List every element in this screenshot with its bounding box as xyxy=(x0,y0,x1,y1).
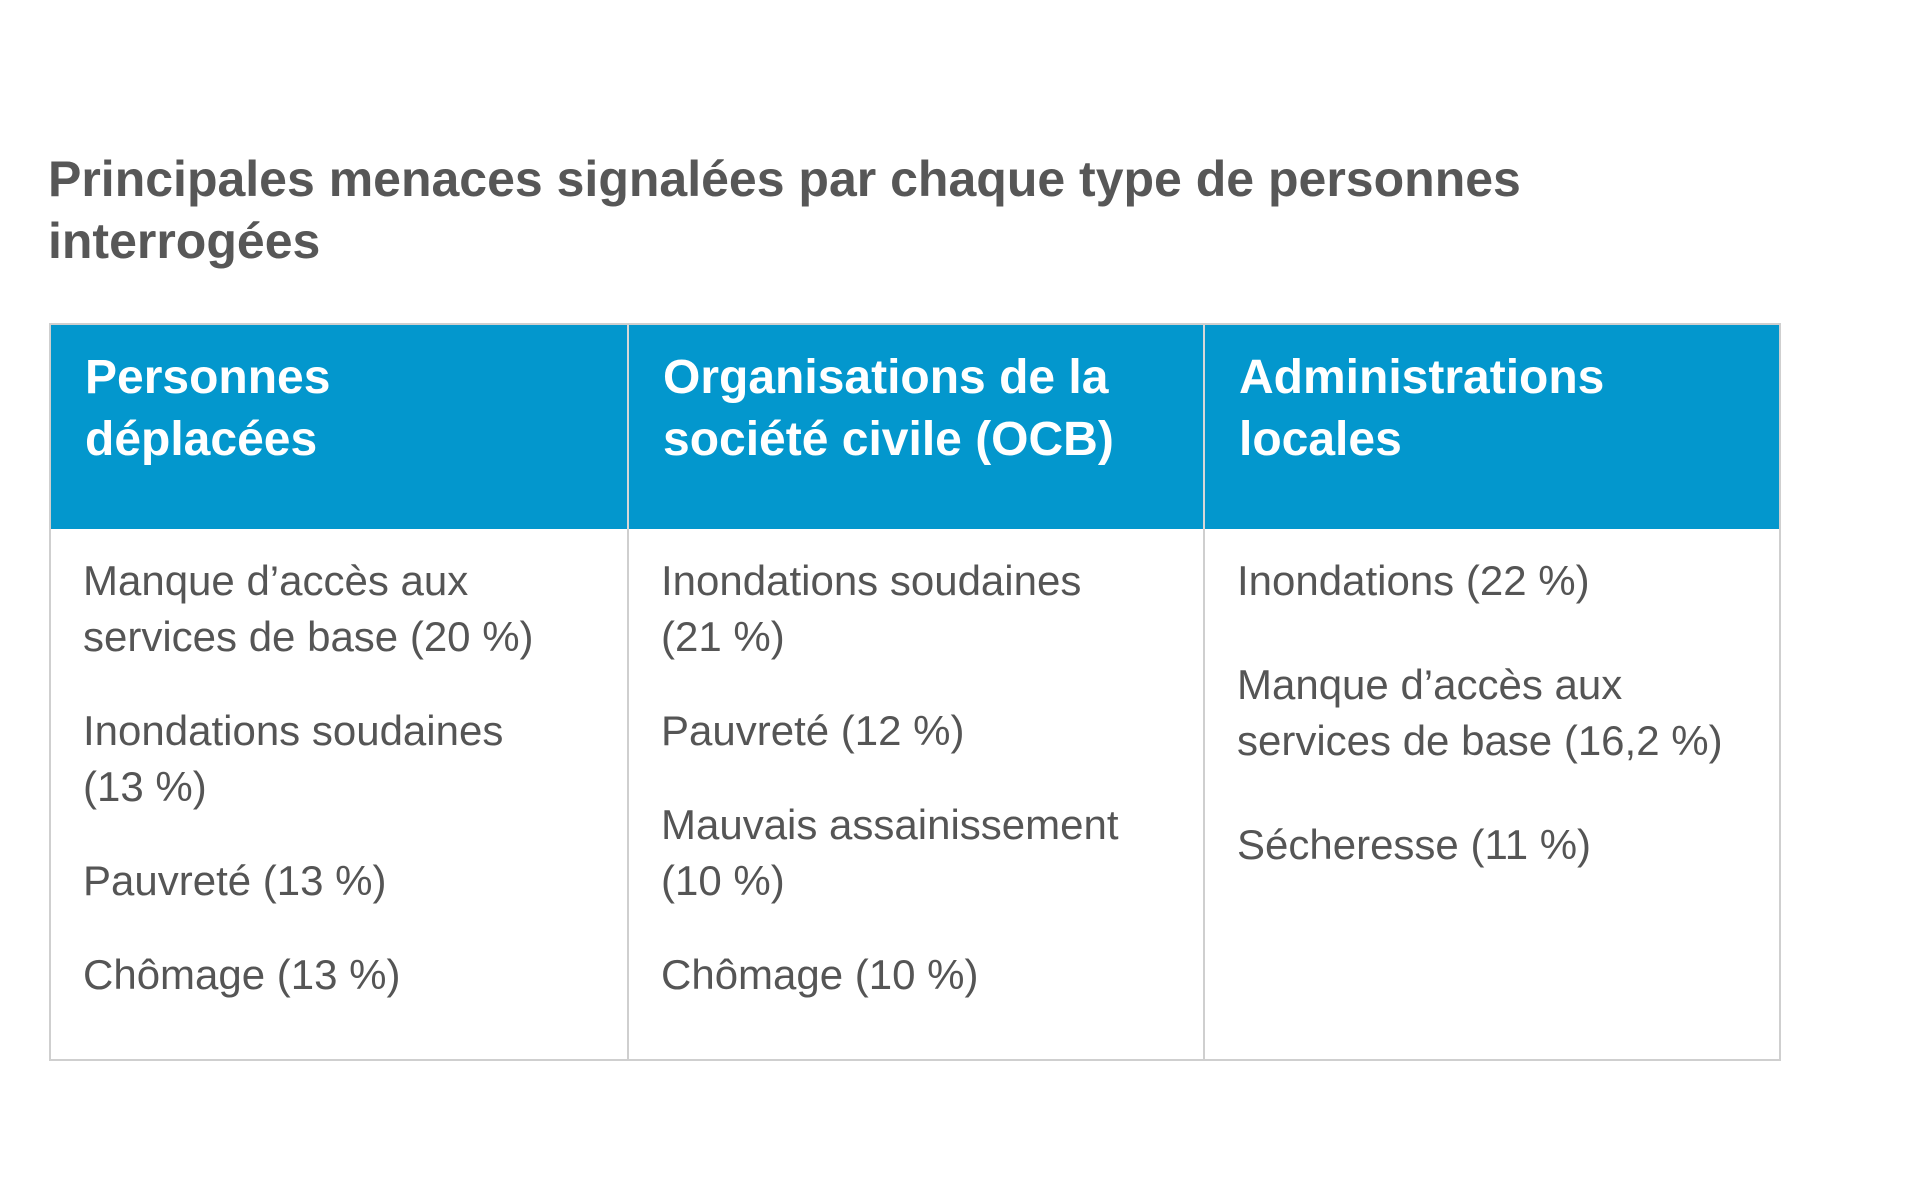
column-header-line: déplacées xyxy=(85,413,318,466)
column-header-line: Organisations de la xyxy=(663,351,1109,404)
threat-item-line: Mauvais assainissement xyxy=(661,801,1119,848)
threat-item: Manque d’accès aux services de base (20 … xyxy=(83,553,607,665)
threat-item: Inondations (22 %) xyxy=(1237,553,1759,609)
column-header-line: locales xyxy=(1239,413,1402,466)
threat-item-line: Inondations (22 %) xyxy=(1237,557,1590,604)
column-header-administrations-locales: Administrations locales xyxy=(1203,325,1779,529)
column-body-ocb: Inondations soudaines (21 %) Pauvreté (1… xyxy=(627,529,1203,1059)
threat-item: Manque d’accès aux services de base (16,… xyxy=(1237,657,1759,769)
page-title: Principales menaces signalées par chaque… xyxy=(48,148,1748,272)
column-body-administrations-locales: Inondations (22 %) Manque d’accès aux se… xyxy=(1203,529,1779,1059)
threat-item: Chômage (10 %) xyxy=(661,947,1183,1003)
threat-item-line: Pauvreté (12 %) xyxy=(661,707,965,754)
threats-table: Personnes déplacées Organisations de la … xyxy=(49,323,1781,1061)
column-body-personnes-deplacees: Manque d’accès aux services de base (20 … xyxy=(51,529,627,1059)
threat-item-line: Chômage (10 %) xyxy=(661,951,979,998)
threat-item-line: (21 %) xyxy=(661,613,785,660)
threat-item-line: (10 %) xyxy=(661,857,785,904)
threat-item-line: Manque d’accès aux xyxy=(83,557,469,604)
threat-item-line: services de base (16,2 %) xyxy=(1237,717,1723,764)
threat-item: Sécheresse (11 %) xyxy=(1237,817,1759,873)
column-header-line: société civile (OCB) xyxy=(663,413,1114,466)
column-header-line: Personnes xyxy=(85,351,331,404)
threat-item: Chômage (13 %) xyxy=(83,947,607,1003)
column-header-ocb: Organisations de la société civile (OCB) xyxy=(627,325,1203,529)
threat-item-line: Inondations soudaines xyxy=(661,557,1082,604)
threat-item: Pauvreté (13 %) xyxy=(83,853,607,909)
threat-item-line: Inondations soudaines xyxy=(83,707,504,754)
threat-item-line: Sécheresse (11 %) xyxy=(1237,821,1592,868)
threat-item-line: Manque d’accès aux xyxy=(1237,661,1623,708)
title-line-1: Principales menaces signalées par chaque… xyxy=(48,151,1521,207)
threat-item-line: Pauvreté (13 %) xyxy=(83,857,387,904)
threat-item-line: (13 %) xyxy=(83,763,207,810)
threat-item: Mauvais assainissement (10 %) xyxy=(661,797,1183,909)
threat-item: Inondations soudaines (21 %) xyxy=(661,553,1183,665)
threat-item: Pauvreté (12 %) xyxy=(661,703,1183,759)
column-header-line: Administrations xyxy=(1239,351,1605,404)
threat-item-line: services de base (20 %) xyxy=(83,613,534,660)
title-line-2: interrogées xyxy=(48,213,321,269)
threat-item-line: Chômage (13 %) xyxy=(83,951,401,998)
column-header-personnes-deplacees: Personnes déplacées xyxy=(51,325,627,529)
threat-item: Inondations soudaines (13 %) xyxy=(83,703,607,815)
